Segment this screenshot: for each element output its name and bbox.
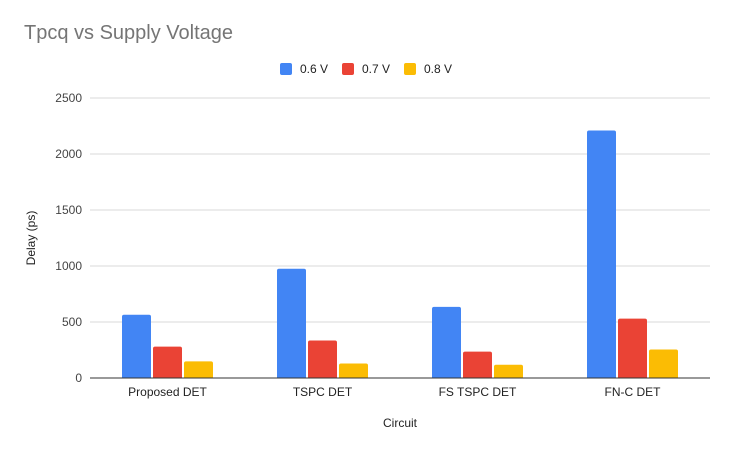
bar[interactable] — [587, 130, 616, 378]
legend-item[interactable]: 0.7 V — [342, 62, 390, 76]
legend-label: 0.8 V — [424, 62, 452, 76]
grid-layer — [90, 97, 710, 323]
bar[interactable] — [618, 318, 647, 378]
x-axis-label: Circuit — [383, 416, 418, 430]
legend-item[interactable]: 0.8 V — [404, 62, 452, 76]
bars-layer — [122, 130, 678, 378]
bar[interactable] — [122, 314, 151, 378]
bar[interactable] — [649, 349, 678, 378]
bar[interactable] — [308, 340, 337, 378]
y-tick-label: 2500 — [55, 91, 82, 105]
bar[interactable] — [184, 361, 213, 378]
x-tick-label: FN-C DET — [605, 385, 662, 399]
bar[interactable] — [339, 363, 368, 378]
legend-label: 0.7 V — [362, 62, 390, 76]
legend-swatch — [404, 63, 416, 75]
bar[interactable] — [153, 346, 182, 378]
bar[interactable] — [494, 364, 523, 378]
y-tick-label: 2000 — [55, 147, 82, 161]
legend-label: 0.6 V — [300, 62, 328, 76]
legend-swatch — [342, 63, 354, 75]
legend-item[interactable]: 0.6 V — [280, 62, 328, 76]
y-tick-label: 0 — [75, 371, 82, 385]
bar[interactable] — [463, 351, 492, 378]
y-axis-label: Delay (ps) — [24, 211, 38, 266]
bar[interactable] — [432, 306, 461, 378]
x-tick-label: FS TSPC DET — [439, 385, 517, 399]
y-tick-label: 500 — [62, 315, 82, 329]
legend[interactable]: 0.6 V 0.7 V 0.8 V — [280, 62, 452, 76]
bar[interactable] — [277, 268, 306, 378]
x-tick-label: Proposed DET — [128, 385, 207, 399]
legend-swatch — [280, 63, 292, 75]
y-tick-label: 1000 — [55, 259, 82, 273]
y-tick-label: 1500 — [55, 203, 82, 217]
x-tick-label: TSPC DET — [293, 385, 353, 399]
chart-title: Tpcq vs Supply Voltage — [24, 22, 234, 44]
axis-layer: 0 500 1000 1500 2000 2500 Proposed DET TSPC DET… — [55, 91, 710, 399]
